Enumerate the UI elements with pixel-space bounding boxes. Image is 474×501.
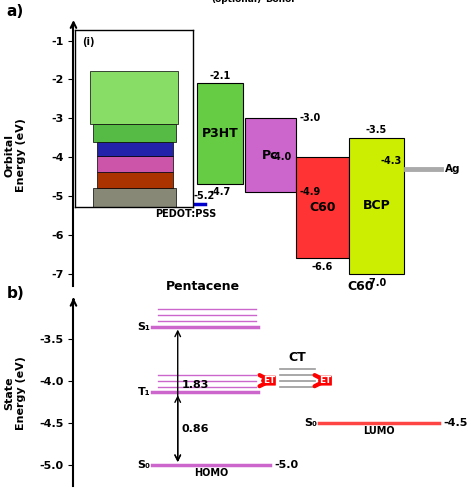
Text: -4.0: -4.0 xyxy=(271,152,292,162)
Text: HOMO: HOMO xyxy=(194,468,228,478)
Text: a): a) xyxy=(7,4,24,19)
Text: PEDOT:PSS: PEDOT:PSS xyxy=(155,209,216,219)
Text: 0.86: 0.86 xyxy=(182,424,209,434)
Text: BCP: BCP xyxy=(363,199,390,212)
Text: Ag: Ag xyxy=(445,164,461,174)
Text: S₀: S₀ xyxy=(304,418,318,428)
Text: -4.8: -4.8 xyxy=(154,176,176,186)
Y-axis label: State
Energy (eV): State Energy (eV) xyxy=(5,356,26,430)
Text: 1.83: 1.83 xyxy=(182,380,209,390)
Text: ET: ET xyxy=(263,376,275,385)
Text: T₁: T₁ xyxy=(137,387,150,397)
Text: LUMO: LUMO xyxy=(364,426,395,436)
Text: -4.9: -4.9 xyxy=(300,187,321,197)
Text: -3.5: -3.5 xyxy=(366,125,387,135)
Text: -5.0: -5.0 xyxy=(274,460,298,470)
Text: C60: C60 xyxy=(309,201,336,214)
Text: (optional): (optional) xyxy=(212,0,262,4)
Text: Pentacene: Pentacene xyxy=(166,280,240,293)
Bar xyxy=(296,157,349,259)
Text: -7.0: -7.0 xyxy=(366,278,387,288)
Text: Donor: Donor xyxy=(264,0,295,4)
Text: -4.5: -4.5 xyxy=(443,418,468,428)
Text: P3HT: P3HT xyxy=(201,127,238,140)
Text: ITO: ITO xyxy=(155,193,174,203)
Text: -4.7: -4.7 xyxy=(210,187,231,197)
Bar xyxy=(197,83,243,184)
Text: CT: CT xyxy=(289,351,307,364)
Text: -6.6: -6.6 xyxy=(312,262,333,272)
Text: S₁: S₁ xyxy=(137,322,150,332)
Text: Pc: Pc xyxy=(262,149,278,162)
Text: -2.1: -2.1 xyxy=(210,71,231,81)
Text: -5.2: -5.2 xyxy=(193,191,215,201)
Bar xyxy=(349,138,404,274)
Text: -4.3: -4.3 xyxy=(381,156,402,166)
Bar xyxy=(245,118,296,192)
Text: -3.0: -3.0 xyxy=(300,113,321,123)
Text: C60: C60 xyxy=(347,280,374,293)
Text: b): b) xyxy=(7,286,24,301)
Text: S₀: S₀ xyxy=(137,460,150,470)
Y-axis label: Orbital
Energy (eV): Orbital Energy (eV) xyxy=(5,118,26,192)
Text: ET: ET xyxy=(319,376,331,385)
